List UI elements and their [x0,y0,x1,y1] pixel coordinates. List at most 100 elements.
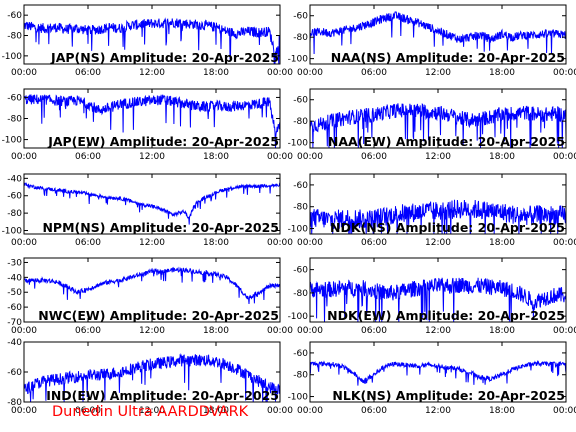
y-tick-label: -100 [288,393,309,403]
x-tick-label: 18:00 [489,406,515,416]
y-tick-label: -80 [293,289,308,299]
x-tick-label: 18:00 [203,68,229,78]
y-tick-label: -100 [2,52,23,62]
x-tick-label: 00:00 [11,406,37,416]
y-tick-label: -40 [7,338,22,348]
x-tick-label: 18:00 [203,406,229,416]
amplitude-series-line [310,359,566,386]
y-tick-label: -60 [293,349,308,359]
x-tick-label: 12:00 [425,406,451,416]
y-tick-label: -50 [7,288,22,298]
x-tick-label: 06:00 [361,152,387,162]
x-tick-label: 00:00 [11,326,37,336]
chart-panel-6: -60 -80 -100 00:00 06:00 12:00 18:00 00:00 NDK(N… [288,173,576,248]
amplitude-series-line [310,11,566,55]
x-tick-label: 00:00 [267,68,293,78]
x-tick-label: 00:00 [267,326,293,336]
x-tick-label: 18:00 [489,238,515,248]
x-tick-label: 12:00 [425,326,451,336]
x-tick-label: 12:00 [139,68,165,78]
footer-label: Dunedin Ultra AARDDVARK [52,404,249,420]
y-tick-label: -100 [2,136,23,146]
amplitude-series-line [24,17,280,64]
x-tick-label: 00:00 [267,406,293,416]
y-tick-label: -60 [7,303,22,313]
amplitude-series-line [310,103,566,148]
y-tick-label: -40 [7,174,22,184]
x-tick-label: 00:00 [267,238,293,248]
chart-panel-8: -60 -80 -100 00:00 06:00 12:00 18:00 00:00 NDK(E… [288,257,576,336]
x-tick-label: 18:00 [489,152,515,162]
chart-panel-4: -60 -80 -100 00:00 06:00 12:00 18:00 00:00 NAA(E… [288,88,576,162]
x-tick-label: 00:00 [11,68,37,78]
x-tick-label: 00:00 [553,68,576,78]
x-tick-label: 00:00 [297,152,323,162]
y-tick-label: -80 [293,371,308,381]
x-tick-label: 06:00 [75,406,101,416]
x-tick-label: 06:00 [361,238,387,248]
y-tick-label: -80 [293,203,308,213]
chart-panel-2: -60 -80 -100 00:00 06:00 12:00 18:00 00:00 NAA(N… [288,4,576,78]
chart-panel-10: -60 -80 -100 00:00 06:00 12:00 18:00 00:00 NLK(N… [288,341,576,416]
y-tick-label: -60 [293,12,308,22]
x-tick-label: 00:00 [553,152,576,162]
x-tick-label: 00:00 [553,326,576,336]
amplitude-series-line [310,199,566,234]
y-tick-label: -80 [293,117,308,127]
x-tick-label: 12:00 [139,326,165,336]
y-tick-label: -40 [7,273,22,283]
x-tick-label: 00:00 [297,406,323,416]
chart-title: NAA(NS) Amplitude: 20-Apr-2025 [331,50,565,65]
y-tick-label: -100 [288,55,309,65]
x-tick-label: 12:00 [139,238,165,248]
x-tick-label: 18:00 [489,68,515,78]
y-tick-label: -80 [7,32,22,42]
x-tick-label: 12:00 [139,152,165,162]
y-tick-label: -60 [7,11,22,21]
x-tick-label: 12:00 [425,68,451,78]
y-tick-label: -80 [7,115,22,125]
chart-title: JAP(NS) Amplitude: 20-Apr-2025 [50,50,279,65]
chart-title: JAP(EW) Amplitude: 20-Apr-2025 [47,134,279,149]
amplitude-series-line [24,94,280,148]
x-tick-label: 00:00 [297,238,323,248]
y-tick-label: -30 [7,258,22,268]
chart-title: NDK(NS) Amplitude: 20-Apr-2025 [330,220,565,235]
y-tick-label: -80 [7,398,22,408]
x-tick-label: 12:00 [425,238,451,248]
x-tick-label: 18:00 [203,326,229,336]
x-tick-label: 00:00 [553,238,576,248]
x-tick-label: 12:00 [425,152,451,162]
chart-panel-3: -60 -80 -100 00:00 06:00 12:00 18:00 00:00 JAP(E… [2,88,293,162]
x-tick-label: 18:00 [489,326,515,336]
y-tick-label: -60 [7,368,22,378]
x-tick-label: 00:00 [553,406,576,416]
y-tick-label: -60 [7,192,22,202]
y-tick-label: -70 [7,318,22,328]
y-tick-label: -60 [293,181,308,191]
x-tick-label: 12:00 [139,406,165,416]
x-tick-label: 00:00 [11,238,37,248]
x-tick-label: 06:00 [75,152,101,162]
y-tick-label: -60 [7,93,22,103]
x-tick-label: 00:00 [297,326,323,336]
chart-title: NPM(NS) Amplitude: 20-Apr-2025 [42,220,279,235]
amplitude-series-line [310,277,566,322]
y-tick-label: -60 [293,266,308,276]
y-tick-label: -100 [288,312,309,322]
chart-title: NDK(EW) Amplitude: 20-Apr-2025 [327,308,565,323]
amplitude-series-line [24,182,280,225]
x-tick-label: 06:00 [361,326,387,336]
x-tick-label: 18:00 [203,238,229,248]
y-tick-label: -80 [7,209,22,219]
x-tick-label: 18:00 [203,152,229,162]
chart-panel-1: -60 -80 -100 00:00 06:00 12:00 18:00 00:00 JAP(N… [2,4,293,78]
x-tick-label: 06:00 [361,68,387,78]
y-tick-label: -80 [293,33,308,43]
amplitude-series-line [24,353,280,402]
chart-title: IND(EW) Amplitude: 20-Apr-2025 [46,388,279,403]
